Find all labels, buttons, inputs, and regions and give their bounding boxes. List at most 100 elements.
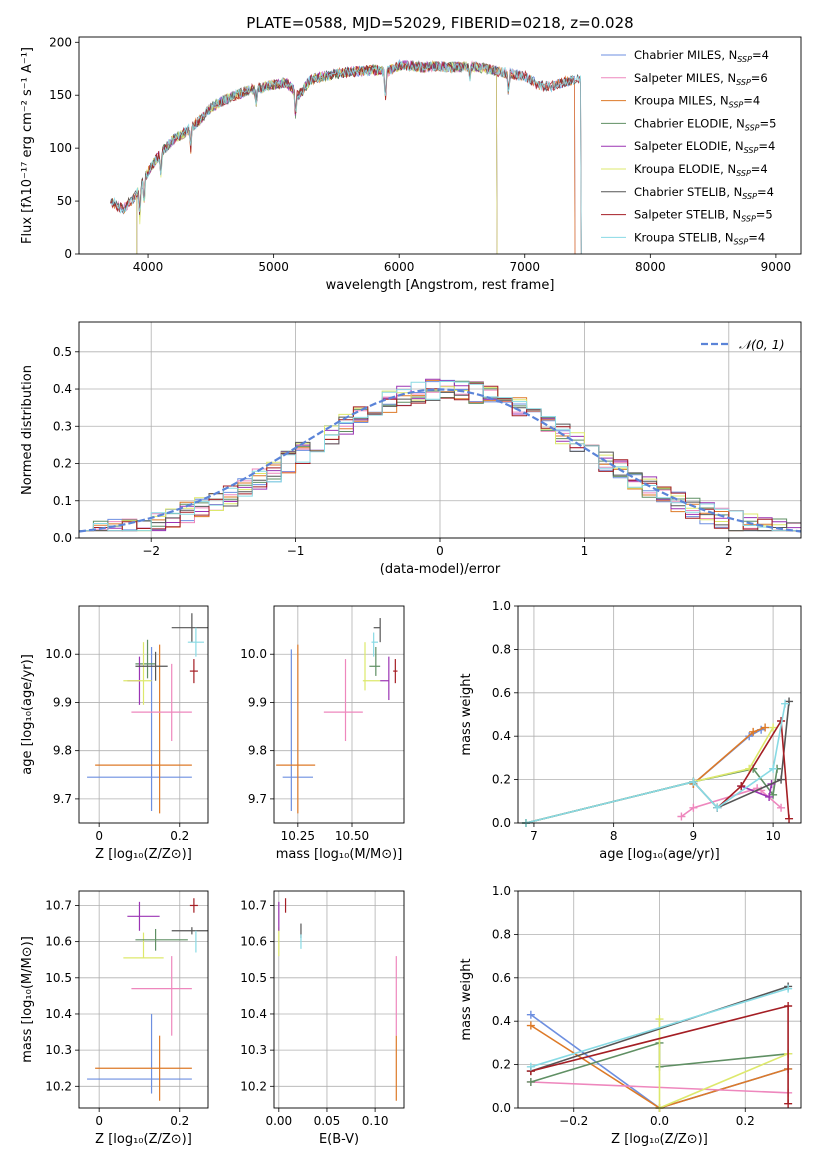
mass-weight-vs-age-xtick-label: 9 (690, 829, 698, 843)
mass-weight-vs-age-xtick-label: 8 (610, 829, 618, 843)
mass-weight-vs-age-kroupa-stelib-marker (713, 803, 722, 812)
spectrum-xtick-label: 9000 (761, 260, 792, 274)
age-vs-Z-ytick-label: 10.0 (45, 647, 72, 661)
legend-label-chabrier-elodie: Chabrier ELODIE, NSSP=5 (634, 116, 776, 132)
spectrum-xtick-label: 7000 (509, 260, 540, 274)
spectrum-xtick-label: 4000 (133, 260, 164, 274)
spectrum-ylabel: Flux [fλ10⁻¹⁷ erg cm⁻² s⁻¹ A⁻¹] (20, 47, 35, 244)
mass-weight-vs-age-frame (517, 605, 802, 824)
age-vs-mass-ytick-label: 10.0 (240, 647, 267, 661)
mass-weight-vs-Z-kroupa-stelib-marker (526, 1062, 535, 1071)
mass-weight-vs-age-salpeter-elodie-marker (765, 792, 774, 801)
residuals-ytick-label: 0.2 (53, 457, 72, 471)
age-vs-mass-ytick-label: 9.7 (248, 792, 267, 806)
mass-weight-vs-age-ytick-label: 0.4 (492, 729, 511, 743)
spectrum-chabrier-stelib-line (110, 60, 582, 255)
spectrum-salpeter-elodie-line (136, 59, 498, 255)
mass-weight-vs-age-kroupa-elodie-marker (769, 723, 778, 732)
mass-weight-vs-Z-chabrier-miles-marker (526, 1010, 535, 1019)
age-vs-Z-xtick-label: 0.2 (170, 829, 189, 843)
mass-weight-vs-age-chabrier-elodie-line (525, 767, 778, 824)
age-vs-Z-ytick-label: 9.8 (53, 744, 72, 758)
mass-weight-vs-age-kroupa-stelib-marker (781, 699, 790, 708)
mass-weight-vs-Z-ytick-label: 0.0 (492, 1101, 511, 1115)
mass-vs-Z-panel: 0 0.2 10.2 10.3 10.4 10.5 10.6 10.7 Z [log₁₀(Z/Z… (20, 890, 209, 1147)
mass-weight-vs-age-kroupa-elodie-line (525, 727, 774, 824)
mass-vs-ebv-ytick-label: 10.3 (240, 1043, 267, 1057)
age-vs-Z-ylabel: age [log₁₀(age/yr)] (20, 654, 35, 775)
mass-weight-vs-age-xtick-label: 7 (530, 829, 538, 843)
spectrum-frame (78, 36, 802, 255)
mass-weight-vs-Z-kroupa-stelib-line (530, 987, 789, 1068)
mass-vs-Z-xtick-label: 0.2 (170, 1114, 189, 1128)
mass-weight-vs-age-ytick-label: 0.6 (492, 686, 511, 700)
mass-vs-Z-ytick-label: 10.5 (45, 971, 72, 985)
mass-weight-vs-age-salpeter-stelib-marker (785, 814, 794, 823)
age-vs-Z-xtick-label: 0 (95, 829, 103, 843)
age-vs-mass-frame (273, 605, 405, 824)
spectrum-xtick-label: 8000 (635, 260, 666, 274)
residuals-xtick-label: 1 (581, 544, 589, 558)
mass-vs-ebv-ytick-label: 10.5 (240, 971, 267, 985)
mass-weight-vs-age-salpeter-miles-marker (677, 812, 686, 821)
legend-label-salpeter-elodie: Salpeter ELODIE, NSSP=4 (634, 139, 775, 155)
mass-vs-ebv-panel: 0.00 0.05 0.10 10.2 10.3 10.4 10.5 10.6 10.7 E(B-… (240, 890, 405, 1147)
legend-label-kroupa-miles: Kroupa MILES, NSSP=4 (634, 94, 760, 110)
residuals-xtick-label: 0 (436, 544, 444, 558)
mass-weight-vs-age-ytick-label: 0.0 (492, 816, 511, 830)
residuals-ylabel: Normed distribution (20, 365, 35, 495)
mass-weight-vs-age-kroupa-stelib-line (525, 703, 786, 824)
spectrum-ytick-label: 50 (57, 194, 72, 208)
mass-weight-vs-Z-ytick-label: 1.0 (492, 884, 511, 898)
age-vs-Z-ytick-label: 9.7 (53, 792, 72, 806)
age-vs-mass-xtick-label: 10.25 (281, 829, 315, 843)
residuals-gaussian-curve (78, 388, 802, 533)
mass-weight-vs-age-chabrier-stelib-line (525, 701, 790, 824)
spectrum-kroupa-stelib-line (110, 60, 582, 255)
mass-vs-ebv-ytick-label: 10.2 (240, 1079, 267, 1093)
mass-vs-ebv-xtick-label: 0.10 (362, 1114, 389, 1128)
legend-label-gaussian: 𝒩(0, 1) (739, 337, 785, 352)
legend-label-kroupa-stelib: Kroupa STELIB, NSSP=4 (634, 230, 765, 246)
mass-weight-vs-age-ytick-label: 0.2 (492, 773, 511, 787)
mass-weight-vs-age-salpeter-miles-marker (689, 803, 698, 812)
mass-weight-vs-age-ylabel: mass weight (459, 673, 474, 755)
mass-weight-vs-age-xlabel: age [log₁₀(age/yr)] (599, 847, 720, 862)
mass-vs-ebv-xlabel: E(B-V) (319, 1132, 359, 1147)
age-vs-mass-xtick-label: 10.50 (335, 829, 369, 843)
residuals-ytick-label: 0.3 (53, 419, 72, 433)
mass-vs-Z-ylabel: mass [log₁₀(M/M⊙)] (20, 936, 35, 1063)
residuals-xtick-label: −2 (142, 544, 160, 558)
mass-vs-ebv-ytick-label: 10.4 (240, 1007, 267, 1021)
legend-label-chabrier-stelib: Chabrier STELIB, NSSP=4 (634, 185, 774, 201)
mass-weight-vs-Z-frame (517, 890, 802, 1109)
age-vs-mass-ytick-label: 9.9 (248, 695, 267, 709)
mass-weight-vs-Z-salpeter-stelib-marker (784, 1002, 793, 1011)
mass-weight-vs-Z-ytick-label: 0.8 (492, 927, 511, 941)
spectrum-ytick-label: 100 (49, 141, 72, 155)
mass-weight-vs-age-kroupa-miles-marker (761, 723, 770, 732)
age-vs-Z-frame (78, 605, 209, 824)
spectrum-xtick-label: 5000 (258, 260, 289, 274)
mass-vs-ebv-xtick-label: 0.05 (314, 1114, 341, 1128)
mass-vs-Z-ytick-label: 10.4 (45, 1007, 72, 1021)
mass-weight-vs-Z-kroupa-elodie-line (658, 1019, 789, 1110)
spectrum-salpeter-miles-line (110, 60, 576, 255)
mass-weight-vs-age-ytick-label: 0.8 (492, 642, 511, 656)
age-vs-mass-ytick-label: 9.8 (248, 744, 267, 758)
mass-vs-Z-xlabel: Z [log₁₀(Z/Z⊙)] (95, 1132, 192, 1147)
mass-weight-vs-Z-xlabel: Z [log₁₀(Z/Z⊙)] (611, 1132, 708, 1147)
mass-vs-ebv-ytick-label: 10.7 (240, 898, 267, 912)
age-vs-mass-xlabel: mass [log₁₀(M/M⊙)] (276, 847, 403, 862)
mass-weight-vs-Z-xtick-label: 0.2 (736, 1114, 755, 1128)
age-vs-Z-panel: 0 0.2 9.7 9.8 9.9 10.0 Z [log₁₀(Z/Z⊙)] age [log… (20, 605, 209, 862)
spectrum-xtick-label: 6000 (384, 260, 415, 274)
mass-weight-vs-Z-panel: −0.2 0.0 0.2 0.0 0.2 0.4 0.6 0.8 1.0 Z [log₁₀(Z/Z… (459, 884, 802, 1147)
mass-vs-Z-xtick-label: 0 (95, 1114, 103, 1128)
mass-weight-vs-age-ytick-label: 1.0 (492, 599, 511, 613)
residuals-xtick-label: −1 (287, 544, 305, 558)
spectrum-panel: 4000 5000 6000 7000 8000 9000 0 50 100 150 200 wave… (20, 14, 802, 293)
mass-weight-vs-age-kroupa-stelib-marker (769, 764, 778, 773)
mass-weight-vs-Z-salpeter-stelib-marker (784, 1099, 793, 1108)
